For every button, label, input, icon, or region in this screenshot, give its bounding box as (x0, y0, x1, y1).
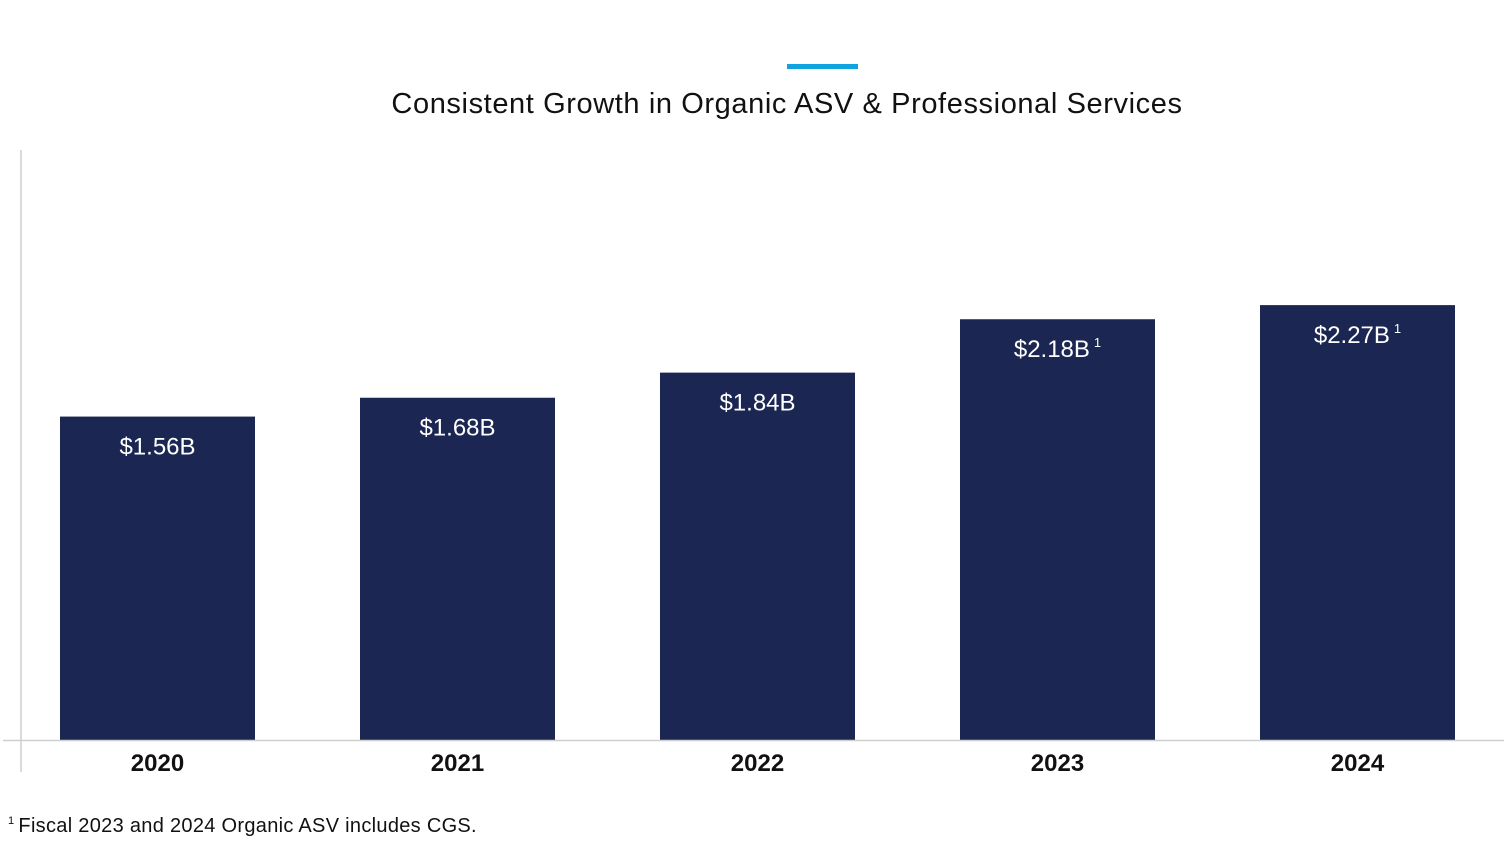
bar-2024 (1260, 305, 1455, 740)
data-label-2024: $2.27B 1 (1314, 321, 1401, 349)
data-label-2020: $1.56B (119, 434, 195, 461)
chart-title: Consistent Growth in Organic ASV & Profe… (391, 88, 1183, 120)
bar-2023 (960, 319, 1155, 740)
title-accent-bar (787, 64, 858, 69)
footnote-mark: 1 (1394, 321, 1401, 336)
data-label-2021: $1.68B (419, 415, 495, 442)
footnote-mark: 1 (1094, 335, 1101, 350)
bar-2020 (60, 416, 255, 740)
x-tick-label-2022: 2022 (731, 750, 784, 777)
data-label-2022: $1.84B (719, 390, 795, 417)
x-tick-label-2020: 2020 (131, 750, 184, 777)
footnote-text: Fiscal 2023 and 2024 Organic ASV include… (18, 815, 477, 837)
bar-2021 (360, 397, 555, 740)
x-tick-label-2024: 2024 (1331, 750, 1385, 777)
bar-2022 (660, 372, 855, 740)
x-tick-label-2021: 2021 (431, 750, 484, 777)
footnote: 1 Fiscal 2023 and 2024 Organic ASV includ… (8, 815, 477, 838)
x-tick-label-2023: 2023 (1031, 750, 1084, 777)
footnote-mark: 1 (8, 815, 15, 827)
data-label-2023: $2.18B 1 (1014, 335, 1101, 363)
